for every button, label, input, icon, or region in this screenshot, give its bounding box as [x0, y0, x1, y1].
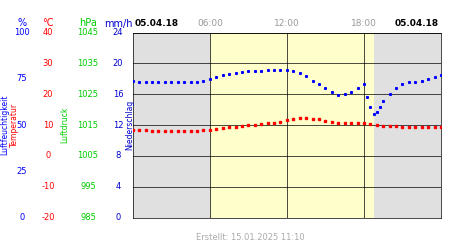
- Text: 30: 30: [43, 59, 53, 68]
- Text: 0: 0: [115, 213, 121, 222]
- Text: -20: -20: [41, 213, 55, 222]
- Text: 0: 0: [45, 151, 50, 160]
- Text: 8: 8: [115, 151, 121, 160]
- Text: 1015: 1015: [77, 120, 99, 130]
- Text: 1025: 1025: [77, 90, 99, 99]
- Text: 4: 4: [115, 182, 121, 191]
- Text: 24: 24: [113, 28, 123, 37]
- Text: 05.04.18: 05.04.18: [135, 20, 179, 28]
- Text: Erstellt: 15.01.2025 11:10: Erstellt: 15.01.2025 11:10: [196, 232, 304, 241]
- Text: Temperatur: Temperatur: [9, 103, 18, 147]
- Text: %: %: [18, 18, 27, 28]
- Text: 75: 75: [17, 74, 27, 83]
- Text: 05.04.18: 05.04.18: [395, 20, 439, 28]
- Text: Luftdruck: Luftdruck: [60, 107, 69, 143]
- Text: hPa: hPa: [79, 18, 97, 28]
- Text: 20: 20: [113, 59, 123, 68]
- Text: 25: 25: [17, 167, 27, 176]
- Text: 40: 40: [43, 28, 53, 37]
- Bar: [210, 32, 374, 218]
- Text: 1035: 1035: [77, 59, 99, 68]
- Text: °C: °C: [42, 18, 54, 28]
- Text: 06:00: 06:00: [197, 20, 223, 28]
- Text: 50: 50: [17, 120, 27, 130]
- Text: 12: 12: [113, 120, 123, 130]
- Text: 100: 100: [14, 28, 30, 37]
- Text: 995: 995: [80, 182, 96, 191]
- Text: 1005: 1005: [77, 151, 99, 160]
- Text: Luftfeuchtigkeit: Luftfeuchtigkeit: [0, 95, 9, 155]
- Text: 16: 16: [112, 90, 123, 99]
- Text: 10: 10: [43, 120, 53, 130]
- Text: 1045: 1045: [77, 28, 99, 37]
- Text: -10: -10: [41, 182, 55, 191]
- Text: 985: 985: [80, 213, 96, 222]
- Text: 0: 0: [19, 213, 25, 222]
- Text: 12:00: 12:00: [274, 20, 300, 28]
- Text: mm/h: mm/h: [104, 18, 132, 28]
- Text: 20: 20: [43, 90, 53, 99]
- Text: Niederschlag: Niederschlag: [126, 100, 135, 150]
- Text: 18:00: 18:00: [351, 20, 377, 28]
